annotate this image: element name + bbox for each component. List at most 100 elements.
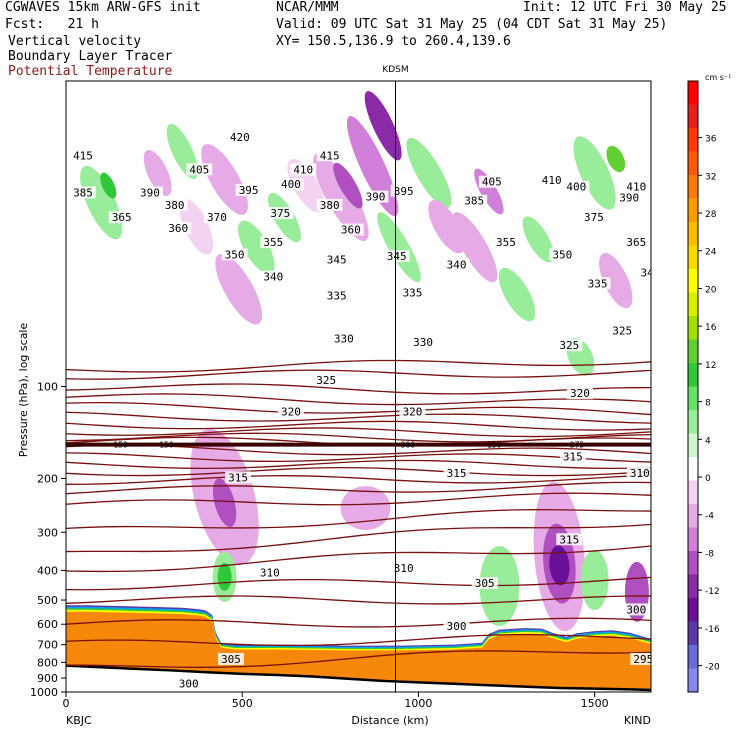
theta-contour [66, 481, 651, 495]
theta-label-bg [566, 387, 593, 400]
theta-label-bg [313, 373, 340, 386]
theta-label: 295 [633, 653, 653, 666]
theta-label-bg [623, 236, 650, 249]
theta-label: 305 [475, 577, 495, 590]
colorbar-label: -16 [705, 625, 720, 635]
w-shading-blob [100, 172, 117, 199]
boundary-layer-tracer-fill [66, 605, 651, 692]
theta-label-bg [260, 270, 287, 283]
colorbar-swatch [688, 598, 698, 622]
theta-label-bg [471, 577, 498, 590]
theta-contour [66, 452, 651, 463]
theta-label-bg [410, 335, 437, 348]
theta-contour [66, 474, 651, 485]
theta-contour [66, 383, 651, 395]
theta-label-bg [390, 562, 417, 575]
theta-label-bg [383, 250, 410, 263]
org-label: NCAR/MMM [276, 0, 339, 15]
theta-label-bg [556, 533, 583, 546]
theta-label: 320 [403, 405, 423, 418]
w-shading-blob [313, 153, 369, 242]
w-shading-blob [599, 252, 633, 309]
vertical-velocity-shading [80, 90, 649, 632]
theta-label: 315 [228, 471, 248, 484]
colorbar-label: 16 [705, 323, 717, 333]
w-shading-blob [573, 136, 616, 210]
theta-label-bg [399, 286, 426, 299]
theta-label-bg [290, 163, 317, 176]
theta-label: 365 [112, 211, 132, 224]
below-ground [66, 665, 651, 692]
theta-label-bg [549, 248, 576, 261]
theta-label: 335 [588, 277, 608, 290]
colorbar-swatch [688, 151, 698, 176]
w-shading-blob [143, 149, 172, 197]
theta-label-bg [580, 211, 607, 224]
theta-label: 315 [559, 533, 579, 546]
theta-label: 315 [447, 467, 467, 480]
theta-contour [66, 633, 651, 647]
theta-label: 360 [168, 222, 188, 235]
theta-contour [66, 523, 651, 553]
colorbar-label: 12 [705, 361, 716, 371]
theta-label-bg [70, 186, 96, 199]
theta-label: 360 [341, 224, 361, 237]
colorbar-swatch [688, 292, 698, 317]
theta-contour [66, 393, 651, 406]
w-shading-blob [549, 545, 570, 586]
theta-label: 310 [630, 467, 650, 480]
theta-label: 325 [316, 374, 336, 387]
colorbar-swatch [688, 551, 698, 575]
theta-label: 320 [281, 405, 301, 418]
y-tick-label: 400 [37, 564, 58, 577]
theta-label-bg [609, 324, 636, 337]
tropopause-label: 366 [401, 441, 416, 450]
w-shading-blob [340, 486, 391, 531]
theta-label-bg [136, 186, 163, 199]
theta-label-bg [559, 450, 586, 463]
theta-label: 375 [584, 211, 604, 224]
colorbar-unit: cm s⁻¹ [705, 73, 731, 82]
y-axis-label: Pressure (hPa), log scale [17, 323, 30, 458]
theta-label-bg [161, 198, 188, 211]
x-tick-label: 500 [232, 697, 253, 710]
theta-label: 365 [626, 236, 646, 249]
colorbar-label: 4 [705, 436, 711, 446]
theta-label: 345 [640, 267, 660, 280]
x-tick-label: 1000 [404, 697, 432, 710]
w-shading-blob [238, 220, 275, 274]
theta-label: 335 [327, 290, 347, 303]
theta-contour [66, 650, 651, 668]
theta-contour [66, 576, 651, 591]
theta-label: 350 [552, 248, 572, 261]
colorbar-swatch [688, 81, 698, 105]
theta-contour [66, 401, 651, 416]
y-tick-label: 600 [37, 618, 58, 631]
theta-contour [66, 466, 651, 477]
theta-label: 410 [626, 181, 646, 194]
w-shading-blob [179, 199, 214, 255]
theta-label: 400 [566, 181, 586, 194]
theta-label-bg [623, 180, 650, 193]
theta-contour [66, 420, 651, 431]
theta-label: 325 [559, 339, 579, 352]
forecast-hour: Fcst: 21 h [5, 17, 99, 32]
theta-label: 305 [221, 653, 241, 666]
theta-contour [66, 411, 651, 424]
colorbar-swatch [688, 316, 698, 340]
field-label-vertical-velocity: Vertical velocity [8, 34, 142, 49]
tropopause-label: 150 [159, 441, 174, 450]
theta-label: 300 [626, 603, 646, 616]
colorbar-label: -20 [705, 663, 720, 673]
init-time: Init: 12 UTC Fri 30 May 25 [523, 0, 727, 15]
colorbar-swatch [688, 386, 698, 411]
w-shading-blob [428, 200, 465, 254]
theta-label: 320 [570, 387, 590, 400]
theta-label-bg [218, 652, 245, 665]
w-shading-blob [580, 550, 609, 611]
w-shading-blob [452, 212, 498, 283]
colorbar-swatch [688, 574, 698, 599]
theta-label: 395 [394, 185, 414, 198]
colorbar: 36 32 28 24 20 16 12 8 4 0 -4 -8 -12 -16 -20 [687, 80, 720, 693]
colorbar-swatch [688, 339, 698, 364]
